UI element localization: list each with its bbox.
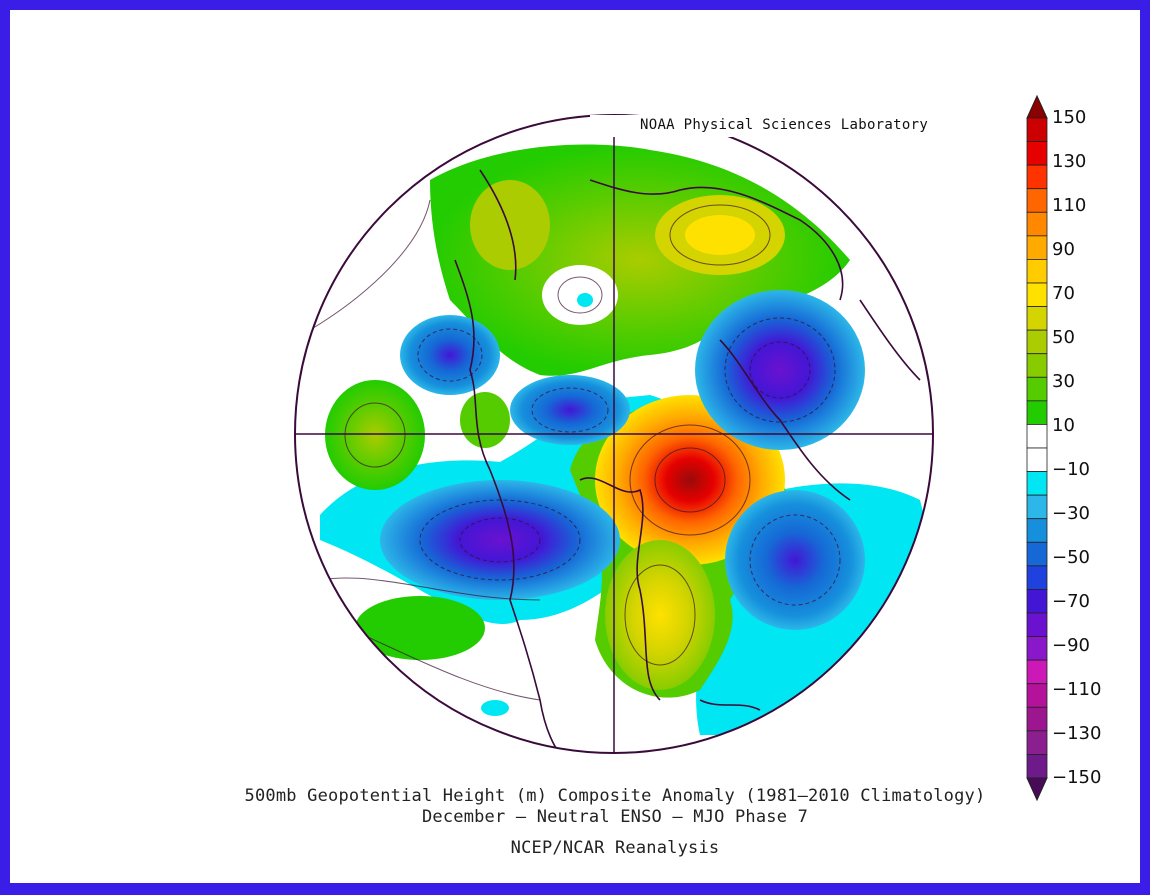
negative-anomaly-atlantic: [725, 490, 865, 630]
colorbar-tick-label: −90: [1052, 635, 1090, 656]
colorbar-swatch: [1026, 518, 1048, 543]
small-negative-spot: [481, 700, 509, 716]
colorbar-swatch: [1026, 754, 1048, 779]
data-source: NCEP/NCAR Reanalysis: [510, 838, 720, 858]
colorbar-swatch: [1026, 329, 1048, 355]
colorbar-min-arrow: [1026, 777, 1048, 802]
colorbar-tick-label: 50: [1052, 327, 1075, 348]
negative-anomaly-pacific: [400, 315, 500, 395]
positive-anomaly-canada: [470, 180, 550, 270]
colorbar-swatch: [1026, 306, 1048, 331]
negative-anomaly-greenland: [510, 375, 630, 445]
colorbar-swatch: [1026, 353, 1048, 378]
contour-lines: [309, 199, 771, 701]
positive-anomaly-siberia-core: [685, 215, 755, 255]
colorbar-swatch: [1026, 565, 1048, 590]
colorbar-tick-label: −30: [1052, 503, 1090, 524]
colorbar-tick-label: 10: [1052, 415, 1075, 436]
colorbar-swatch: [1026, 282, 1048, 307]
colorbar-tick-label: 30: [1052, 371, 1075, 392]
colorbar-swatch: [1026, 117, 1048, 142]
colorbar-swatch: [1026, 376, 1048, 402]
colorbar-swatch: [1026, 259, 1048, 284]
colorbar-swatch: [1026, 706, 1048, 732]
pole-small-negative: [577, 293, 593, 307]
colorbar-swatch: [1026, 235, 1048, 260]
colorbar-tick-label: −150: [1052, 767, 1102, 788]
positive-anomaly-alaska: [460, 392, 510, 448]
colorbar-swatch: [1026, 683, 1048, 708]
map-title: 500mb Geopotential Height (m) Composite …: [244, 786, 986, 806]
positive-anomaly-pacific-west: [325, 380, 425, 490]
credit-text: NOAA Physical Sciences Laboratory: [640, 117, 929, 133]
colorbar-swatch: [1026, 494, 1048, 520]
colorbar-swatch: [1026, 612, 1048, 637]
colorbar-swatch: [1026, 541, 1048, 567]
colorbar-tick-label: 110: [1052, 195, 1087, 216]
colorbar-swatch: [1026, 589, 1048, 614]
negative-anomaly-asia: [695, 290, 865, 450]
colorbar-swatch: [1026, 424, 1048, 449]
colorbar-tick-label: 130: [1052, 151, 1087, 172]
colorbar-tick-label: 90: [1052, 239, 1075, 260]
colorbar-swatch: [1026, 636, 1048, 661]
negative-anomaly-north-america: [380, 480, 620, 600]
colorbar-tick-label: −110: [1052, 679, 1102, 700]
colorbar-tick-label: −130: [1052, 723, 1102, 744]
colorbar-swatch: [1026, 730, 1048, 755]
colorbar-tick-label: 150: [1052, 107, 1087, 128]
colorbar: [1026, 94, 1048, 802]
negative-contour-lines: [417, 317, 841, 606]
colorbar-swatch: [1026, 400, 1048, 425]
colorbar-tick-label: −50: [1052, 547, 1090, 568]
colorbar-tick-label: −10: [1052, 459, 1090, 480]
positive-anomaly-pacific-south: [355, 596, 485, 660]
colorbar-swatch: [1026, 447, 1048, 472]
positive-anomaly-africa: [605, 540, 715, 690]
colorbar-swatch: [1026, 188, 1048, 213]
credit-background: [590, 115, 935, 137]
colorbar-max-arrow: [1026, 94, 1048, 119]
colorbar-tick-label: 70: [1052, 283, 1075, 304]
colorbar-swatch: [1026, 471, 1048, 496]
colorbar-swatch: [1026, 164, 1048, 190]
anomaly-field: [295, 115, 933, 753]
map-subtitle: December – Neutral ENSO – MJO Phase 7: [421, 807, 809, 827]
colorbar-swatch: [1026, 141, 1048, 166]
colorbar-swatch: [1026, 659, 1048, 685]
colorbar-swatch: [1026, 211, 1048, 237]
colorbar-tick-label: −70: [1052, 591, 1090, 612]
